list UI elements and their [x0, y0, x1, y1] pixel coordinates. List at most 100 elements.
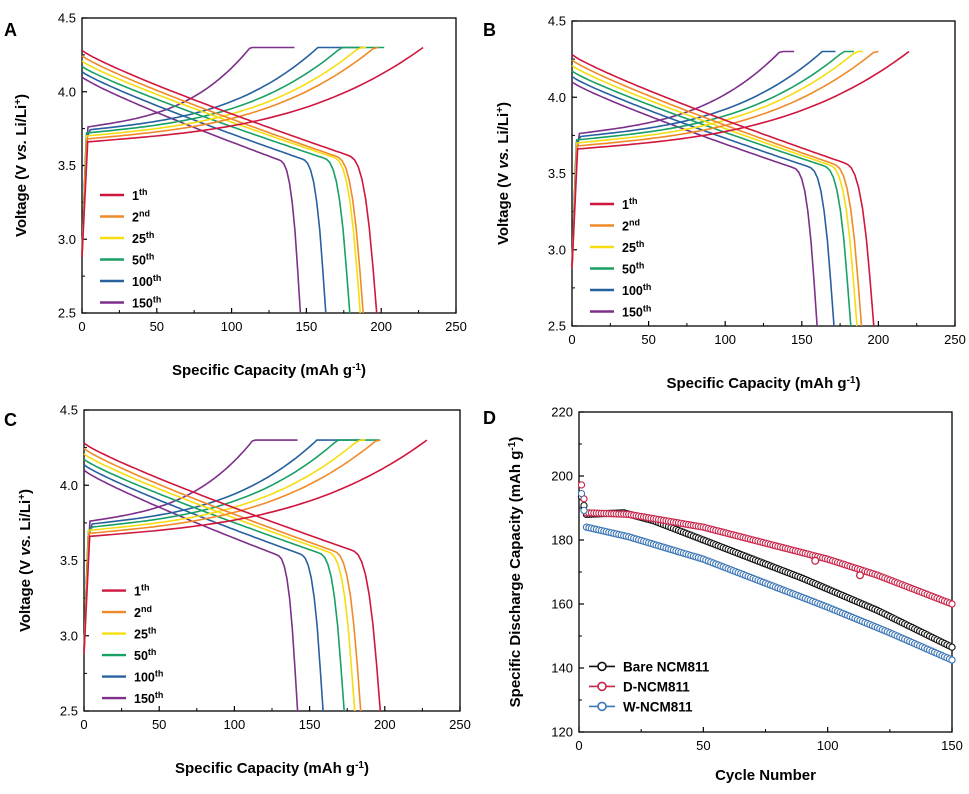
panel-d-point-dcoat [811, 556, 820, 565]
panel-d-legend-label: W-NCM811 [623, 699, 693, 714]
panel-b-xtick-label: 0 [568, 332, 575, 347]
panel-c-discharge-curve-25th [83, 453, 356, 712]
panel-d-ytick-label: 120 [551, 725, 573, 740]
panel-a-xtick-label: 150 [296, 319, 318, 334]
panel-c-xtick-label: 250 [449, 717, 471, 732]
panel-a-legend-label: 100th [132, 273, 161, 289]
panel-d-legend-marker [597, 701, 607, 712]
panel-d-ytick-label: 140 [551, 661, 573, 676]
panel-d-point-wcoat [948, 656, 956, 664]
panel-c-label: C [4, 410, 17, 430]
panel-b-legend-label: 50th [622, 261, 644, 277]
panel-a-xtick-label: 0 [78, 319, 85, 334]
panel-d-point-wcoat [580, 506, 588, 515]
panel-d-legend-marker [597, 681, 607, 692]
panel-b-ytick-label: 4.5 [548, 14, 566, 29]
panel-b-charge-curve-1th [571, 50, 910, 269]
panel-b-discharge-curve-150th [571, 81, 818, 327]
panel-d-label: D [483, 408, 496, 428]
panel-d-legend-label: D-NCM811 [623, 679, 690, 694]
panel-c-xtick-label: 200 [374, 717, 396, 732]
panel-d-ytick-label: 160 [551, 597, 573, 612]
panel-a-charge-curve-1th [81, 46, 424, 258]
panel-a-xtick-label: 250 [445, 319, 467, 334]
panel-a-ytick-label: 4.5 [58, 11, 76, 26]
panel-c-legend-label: 2nd [134, 604, 152, 620]
panel-b-xtick-label: 50 [641, 332, 655, 347]
panel-b-legend-label: 150th [622, 304, 651, 320]
panel-b-xtick-label: 100 [714, 332, 736, 347]
panel-c-xtick-label: 100 [224, 717, 246, 732]
panel-c-legend-label: 1th [134, 583, 149, 599]
panel-a-legend-label: 50th [132, 252, 154, 268]
panel-c-discharge-curve-100th [83, 464, 324, 712]
panel-b-legend-label: 100th [622, 282, 651, 298]
panel-d-xtick-label: 150 [941, 738, 963, 753]
panel-a-charge-curve-150th [81, 46, 262, 258]
panel-b-xtick-label: 150 [791, 332, 813, 347]
panel-c-charge-curve-2nd [83, 439, 381, 654]
panel-d-xlabel: Cycle Number [715, 767, 816, 784]
panel-c-legend-label: 150th [134, 690, 163, 706]
panel-a-ytick-label: 4.0 [58, 84, 76, 99]
panel-c-ytick-label: 4.5 [60, 403, 78, 418]
panel-b: B Voltage (V vs. Li/Li+) Specific Capaci… [483, 14, 966, 393]
panel-a-discharge-curve-2nd [81, 55, 364, 314]
panel-b-discharge-curve-2nd [571, 59, 863, 327]
panel-b-discharge-curve-100th [571, 75, 835, 327]
panel-d-legend-marker [597, 661, 607, 672]
panel-a-discharge-curve-1th [81, 49, 378, 314]
panel-b-xlabel: Specific Capacity (mAh g-1) [667, 375, 861, 393]
panel-c-legend-label: 25th [134, 626, 156, 642]
panel-c-frame [83, 409, 461, 712]
panel-d: D Specific Discharge Capacity (mAh g-1) … [483, 405, 963, 785]
panel-c-xtick-label: 150 [299, 717, 321, 732]
panel-b-charge-curve-100th [571, 50, 836, 269]
panel-b-legend-label: 1th [622, 196, 637, 212]
panel-d-xtick-label: 0 [575, 738, 582, 753]
panel-a-xtick-label: 200 [370, 319, 392, 334]
panel-b-discharge-curve-25th [571, 64, 858, 327]
panel-c-ytick-label: 3.0 [60, 628, 78, 643]
panel-c-legend-label: 50th [134, 647, 156, 663]
panel-a-discharge-curve-25th [81, 60, 362, 314]
panel-c-ytick-label: 2.5 [60, 704, 78, 719]
panel-a-legend-label: 25th [132, 230, 154, 246]
panel-a-xtick-label: 50 [150, 319, 164, 334]
panel-d-ytick-label: 180 [551, 533, 573, 548]
panel-b-legend-label: 2nd [622, 218, 640, 234]
panel-c: C Voltage (V vs. Li/Li+) Specific Capaci… [4, 403, 471, 778]
panel-b-label: B [483, 20, 496, 40]
panel-b-ylabel: Voltage (V vs. Li/Li+) [495, 102, 513, 245]
panel-a-ytick-label: 3.0 [58, 232, 76, 247]
panel-c-discharge-curve-50th [83, 458, 345, 712]
panel-a-xtick-label: 100 [221, 319, 243, 334]
panel-a-discharge-curve-50th [81, 65, 351, 314]
panel-d-xtick-label: 50 [696, 738, 710, 753]
panel-c-ytick-label: 3.5 [60, 553, 78, 568]
panel-c-xtick-label: 50 [152, 717, 166, 732]
panel-b-legend-label: 25th [622, 239, 644, 255]
panel-b-xtick-label: 250 [944, 332, 966, 347]
panel-d-point-wcoat [577, 489, 586, 498]
panel-a-ytick-label: 2.5 [58, 306, 76, 321]
panel-c-xlabel: Specific Capacity (mAh g-1) [175, 760, 369, 778]
panel-b-ytick-label: 3.5 [548, 166, 566, 181]
panel-a-legend-label: 1th [132, 187, 147, 203]
panel-d-point-dcoat [577, 481, 586, 489]
panel-d-point-dcoat [855, 571, 865, 580]
panel-d-xtick-label: 100 [817, 738, 839, 753]
panel-a-ylabel: Voltage (V vs. Li/Li+) [13, 94, 31, 237]
panel-b-xtick-label: 200 [868, 332, 890, 347]
panel-b-ytick-label: 2.5 [548, 319, 566, 334]
panel-a: A Voltage (V vs. Li/Li+) Specific Capaci… [4, 11, 467, 380]
panel-b-ytick-label: 4.0 [548, 90, 566, 105]
panel-c-discharge-curve-1th [83, 442, 382, 712]
panel-c-ylabel: Voltage (V vs. Li/Li+) [17, 489, 35, 632]
panel-a-discharge-curve-100th [81, 71, 327, 314]
panel-b-discharge-curve-1th [571, 53, 875, 327]
panel-d-ytick-label: 200 [551, 469, 573, 484]
panel-b-discharge-curve-50th [571, 70, 852, 327]
panel-c-legend-label: 100th [134, 669, 163, 685]
panel-c-charge-curve-150th [83, 439, 265, 654]
